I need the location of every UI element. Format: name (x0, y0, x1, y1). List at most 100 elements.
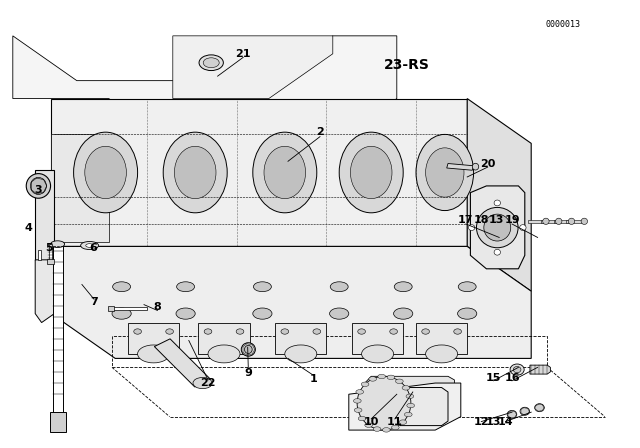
Text: 22: 22 (200, 378, 216, 388)
Ellipse shape (468, 225, 475, 231)
Text: 2: 2 (316, 127, 324, 137)
Ellipse shape (568, 218, 575, 224)
Ellipse shape (138, 345, 170, 363)
Polygon shape (38, 250, 41, 260)
Ellipse shape (264, 146, 306, 199)
Polygon shape (400, 388, 448, 426)
Polygon shape (154, 339, 211, 387)
Ellipse shape (581, 218, 588, 224)
Text: 19: 19 (504, 215, 520, 225)
Ellipse shape (373, 427, 381, 431)
Ellipse shape (193, 378, 212, 389)
Ellipse shape (378, 374, 385, 379)
Ellipse shape (407, 403, 415, 408)
Ellipse shape (253, 308, 272, 319)
Polygon shape (566, 220, 582, 223)
Polygon shape (352, 323, 403, 354)
Ellipse shape (281, 329, 289, 334)
Ellipse shape (476, 207, 518, 248)
Ellipse shape (174, 146, 216, 199)
Text: 21: 21 (236, 49, 251, 59)
Polygon shape (365, 376, 454, 392)
Ellipse shape (355, 408, 362, 412)
Ellipse shape (535, 404, 544, 412)
Ellipse shape (236, 329, 244, 334)
Ellipse shape (166, 329, 173, 334)
Polygon shape (198, 323, 250, 354)
Text: 4: 4 (24, 224, 32, 233)
Ellipse shape (208, 345, 240, 363)
Text: 6: 6 (89, 243, 97, 253)
Polygon shape (528, 220, 544, 223)
Circle shape (357, 376, 411, 430)
Text: 16: 16 (504, 373, 520, 383)
Ellipse shape (339, 132, 403, 213)
Ellipse shape (244, 345, 252, 353)
Polygon shape (53, 242, 63, 430)
Ellipse shape (361, 382, 369, 387)
Ellipse shape (85, 146, 127, 199)
Text: 8: 8 (154, 302, 161, 312)
Text: 23-RS: 23-RS (384, 58, 430, 72)
Ellipse shape (362, 345, 394, 363)
Ellipse shape (426, 148, 464, 197)
Ellipse shape (390, 329, 397, 334)
Ellipse shape (51, 241, 65, 248)
Ellipse shape (253, 282, 271, 292)
Polygon shape (35, 260, 54, 323)
Ellipse shape (369, 377, 376, 381)
Ellipse shape (556, 218, 562, 224)
Text: 15: 15 (486, 373, 501, 383)
Text: 7: 7 (90, 297, 98, 307)
Ellipse shape (394, 308, 413, 319)
Ellipse shape (513, 366, 521, 373)
Text: 12: 12 (474, 417, 489, 426)
Polygon shape (173, 36, 333, 99)
Ellipse shape (86, 244, 93, 247)
Polygon shape (554, 220, 570, 223)
Polygon shape (108, 306, 114, 311)
Ellipse shape (454, 329, 461, 334)
Ellipse shape (416, 134, 474, 211)
Ellipse shape (31, 177, 46, 194)
Ellipse shape (404, 412, 412, 417)
Ellipse shape (353, 399, 361, 403)
Polygon shape (275, 323, 326, 354)
Polygon shape (128, 323, 179, 354)
Ellipse shape (134, 329, 141, 334)
Ellipse shape (402, 386, 410, 390)
Ellipse shape (241, 343, 255, 356)
Text: 0000013: 0000013 (546, 20, 580, 29)
Polygon shape (51, 134, 109, 242)
Ellipse shape (177, 282, 195, 292)
Text: 11: 11 (387, 417, 403, 426)
Ellipse shape (365, 423, 372, 427)
Polygon shape (35, 170, 54, 260)
Ellipse shape (285, 345, 317, 363)
Polygon shape (47, 259, 54, 264)
Ellipse shape (204, 329, 212, 334)
Ellipse shape (330, 282, 348, 292)
Polygon shape (49, 244, 52, 260)
Ellipse shape (399, 420, 407, 424)
Text: 18: 18 (474, 215, 489, 225)
Ellipse shape (392, 425, 399, 430)
Ellipse shape (458, 282, 476, 292)
Polygon shape (541, 220, 557, 223)
Ellipse shape (163, 132, 227, 213)
Ellipse shape (253, 132, 317, 213)
Ellipse shape (543, 218, 549, 224)
Polygon shape (51, 246, 531, 358)
Text: 13: 13 (486, 417, 501, 426)
Ellipse shape (358, 416, 366, 421)
Ellipse shape (351, 146, 392, 199)
Polygon shape (530, 365, 550, 374)
Text: 20: 20 (480, 159, 495, 168)
Ellipse shape (510, 364, 524, 375)
Text: 9: 9 (244, 368, 252, 378)
Ellipse shape (358, 329, 365, 334)
Ellipse shape (507, 410, 517, 418)
Ellipse shape (330, 308, 349, 319)
Ellipse shape (199, 55, 223, 71)
Ellipse shape (113, 282, 131, 292)
